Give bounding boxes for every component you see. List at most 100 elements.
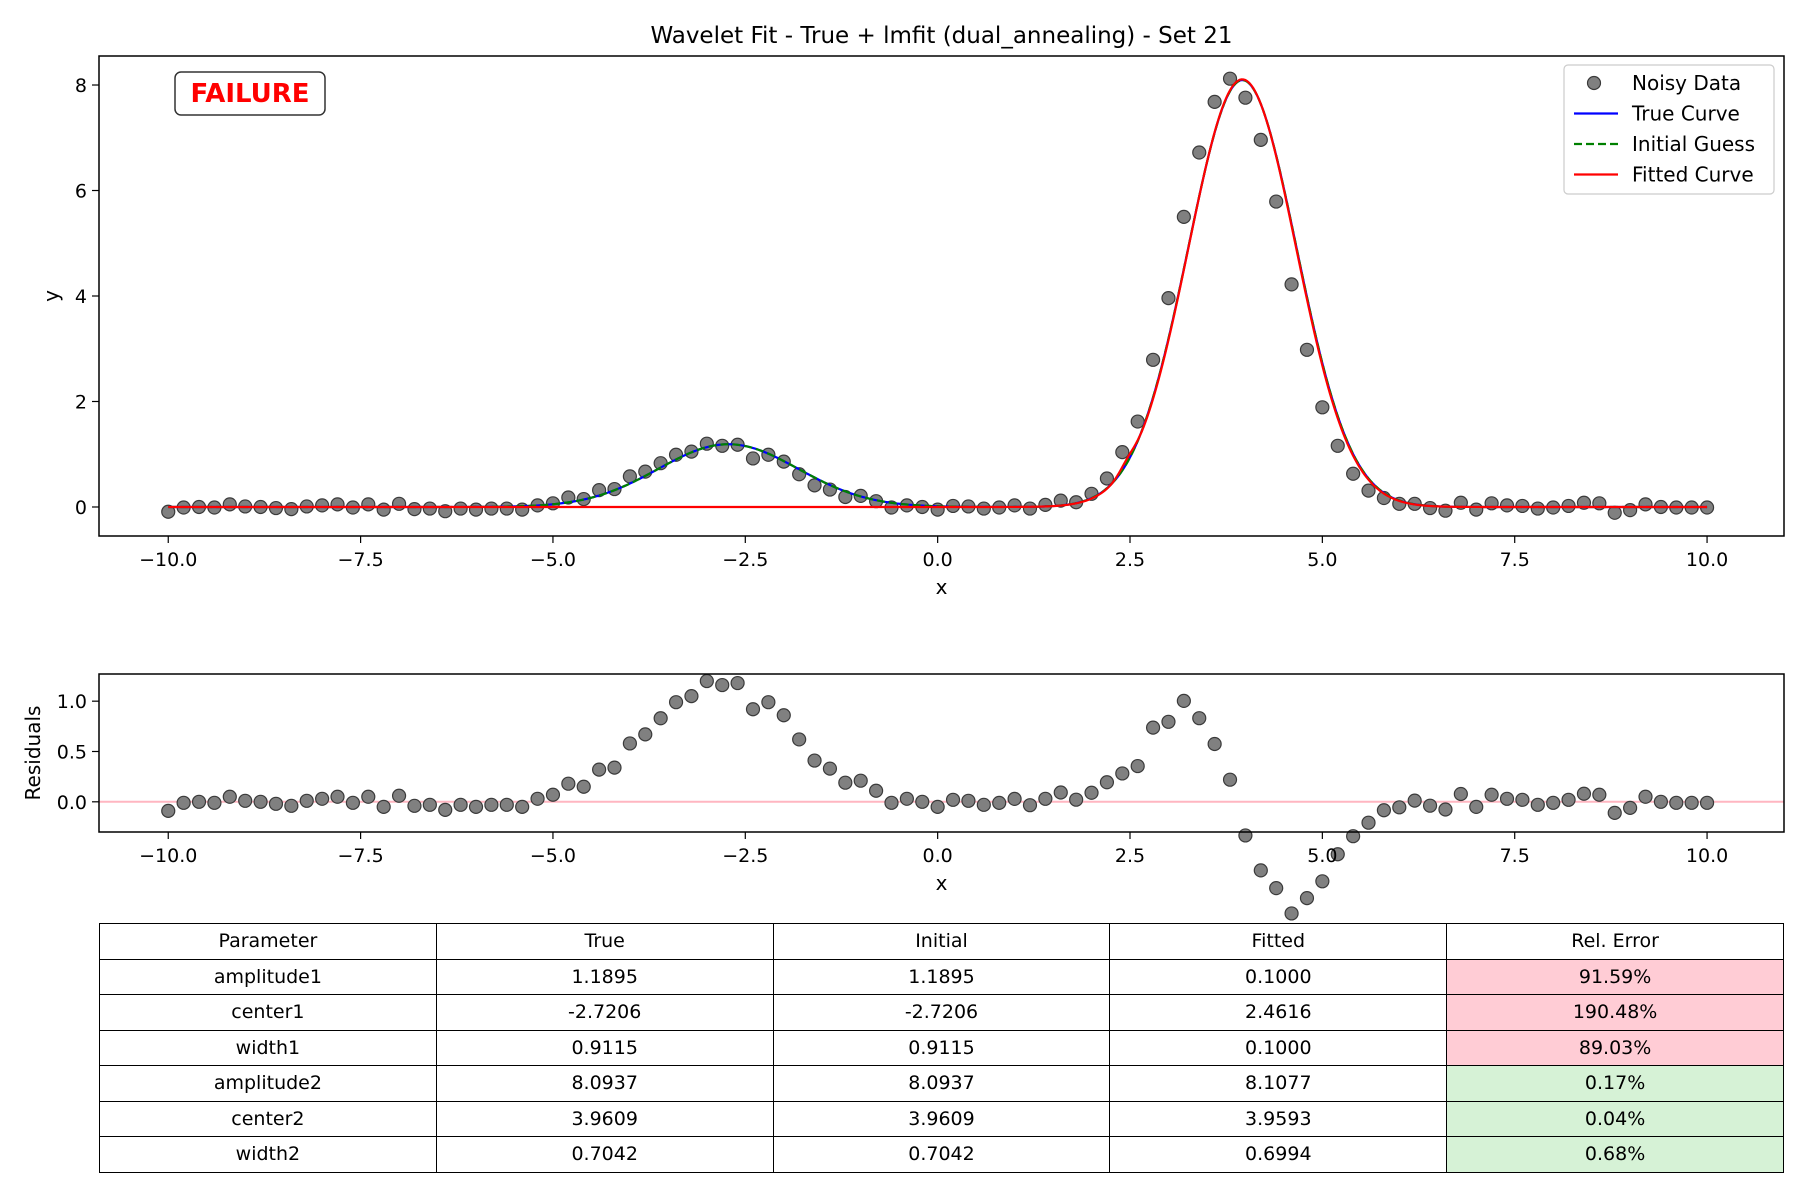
residual-point: [176, 795, 191, 810]
table-cell: 0.1000: [1109, 958, 1448, 995]
noisy-data-point: [361, 497, 376, 512]
residuals-x-tick-label: −7.5: [338, 845, 384, 867]
residuals-x-tick-label: 5.0: [1307, 845, 1337, 867]
residual-point: [1192, 711, 1207, 726]
rel-error-cell: 0.17%: [1446, 1065, 1784, 1102]
legend-label: True Curve: [1631, 102, 1740, 126]
main-x-axis-label: x: [936, 575, 948, 599]
residual-point: [930, 799, 945, 814]
residual-point: [1669, 795, 1684, 810]
noisy-data-point: [1192, 145, 1207, 160]
noisy-data-point: [1469, 502, 1484, 517]
table-cell: -2.7206: [772, 994, 1111, 1031]
residual-point: [468, 799, 484, 814]
table-header-row: Parameter True Initial Fitted Rel. Error: [99, 923, 1784, 960]
noisy-data-point: [499, 501, 514, 516]
rel-error-cell: 89.03%: [1446, 1029, 1784, 1066]
noisy-data-point: [284, 501, 299, 517]
residual-point: [653, 711, 668, 726]
noisy-data-point: [1007, 498, 1022, 513]
residual-point: [1623, 800, 1638, 815]
residual-point: [715, 677, 730, 693]
residual-point: [222, 789, 237, 804]
residual-point: [561, 776, 576, 791]
residual-point: [1469, 799, 1484, 815]
residual-point: [1053, 785, 1068, 800]
residual-point: [1130, 758, 1145, 774]
table-header-cell: Fitted: [1109, 923, 1448, 960]
noisy-data-point: [1161, 291, 1176, 306]
table-cell: amplitude2: [99, 1065, 437, 1102]
legend-box: [1563, 64, 1775, 195]
residual-point: [268, 796, 284, 811]
residuals-x-tick-label: −5.0: [530, 845, 576, 867]
initial-guess-line: [168, 79, 1708, 509]
residual-point: [191, 794, 207, 809]
noisy-data-point: [1284, 277, 1299, 292]
residuals-x-tick-label: −10.0: [139, 845, 197, 867]
table-cell: 3.9609: [435, 1100, 774, 1137]
residual-point: [1161, 714, 1176, 729]
residual-point: [884, 795, 899, 810]
rel-error-cell: 0.04%: [1446, 1100, 1784, 1137]
table-row: center2 3.9609 3.9609 3.9593 0.04%: [99, 1100, 1784, 1137]
residual-point: [869, 783, 884, 798]
residual-point: [1315, 874, 1330, 889]
noisy-data-point: [1638, 497, 1653, 512]
residual-points: [161, 673, 1715, 921]
residual-point: [807, 753, 822, 768]
residual-point: [499, 797, 514, 812]
noisy-data-point: [1176, 209, 1191, 224]
residual-point: [1222, 772, 1238, 787]
table-cell: 8.1077: [1109, 1065, 1448, 1102]
noisy-data-point: [391, 496, 407, 511]
table-header-cell: Initial: [772, 923, 1111, 960]
residual-point: [1561, 792, 1576, 807]
residuals-y-tick-label: 0.5: [57, 741, 87, 763]
residual-point: [1115, 766, 1130, 781]
residual-point: [853, 773, 868, 788]
noisy-data-point: [1022, 501, 1038, 516]
residual-point: [1099, 775, 1115, 790]
noisy-data-point: [376, 502, 391, 517]
table-cell: 1.1895: [772, 958, 1111, 995]
residual-point: [376, 799, 391, 814]
table-row: width1 0.9115 0.9115 0.1000 89.03%: [99, 1029, 1784, 1066]
residual-point: [576, 779, 591, 794]
noisy-data-point: [1330, 438, 1345, 453]
residual-point: [899, 791, 914, 806]
residual-point: [761, 695, 776, 710]
main-x-tick-label: 10.0: [1686, 549, 1728, 571]
residuals-plot-frame: [98, 673, 1785, 833]
residual-point: [1392, 800, 1407, 815]
residual-point: [1453, 786, 1468, 802]
residual-point: [1346, 829, 1361, 844]
residual-point: [1546, 795, 1561, 810]
noisy-data-point: [422, 501, 437, 516]
noisy-data-point: [1145, 352, 1161, 367]
residual-point: [607, 760, 622, 775]
true-curve-line: [168, 79, 1708, 509]
residual-point: [345, 795, 361, 810]
residual-point: [453, 797, 468, 812]
noisy-data-point: [468, 502, 484, 517]
residual-point: [330, 789, 345, 804]
residual-point: [1699, 795, 1715, 810]
residual-point: [545, 787, 561, 802]
residual-point: [1515, 792, 1530, 807]
noisy-data-point: [1115, 445, 1130, 460]
noisy-data-point: [1130, 414, 1145, 429]
noisy-data-point: [1623, 503, 1638, 518]
noisy-data-points: [161, 71, 1715, 520]
legend-label: Noisy Data: [1632, 71, 1741, 95]
table-body: amplitude1 1.1895 1.1895 0.1000 91.59% center…: [99, 958, 1784, 1173]
residual-point: [592, 762, 607, 777]
residual-point: [161, 803, 176, 818]
main-plot-frame: [98, 55, 1785, 537]
main-x-tick-label: 5.0: [1307, 549, 1337, 571]
legend-marker-noisy-data: [1586, 75, 1602, 91]
table-cell: 0.1000: [1109, 1029, 1448, 1066]
residual-point: [1207, 736, 1222, 752]
main-y-tick-label: 8: [75, 75, 87, 97]
table-cell: 3.9609: [772, 1100, 1111, 1137]
